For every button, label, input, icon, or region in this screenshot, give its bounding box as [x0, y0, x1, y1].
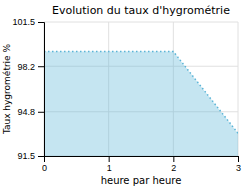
tick-label: 3	[236, 163, 241, 173]
tick: 0	[42, 156, 47, 173]
tick-mark	[38, 156, 44, 157]
tick: 94.8	[17, 107, 44, 117]
line	[44, 51, 238, 133]
tick: 98.2	[17, 62, 44, 72]
axis-domain	[45, 157, 239, 163]
tick-label: 2	[171, 163, 176, 173]
tick-label: 91.5	[17, 151, 35, 161]
tick-label: 101.5	[12, 17, 35, 27]
tick: 3	[236, 156, 241, 173]
plot: 0 1 2 3 91.5 94.8 98.2 101.5	[12, 17, 241, 173]
tick-mark	[238, 156, 239, 162]
tick-mark	[38, 22, 44, 23]
tick-label: 94.8	[17, 107, 35, 117]
grid-line-y	[44, 22, 238, 23]
y-axis: 91.5 94.8 98.2 101.5	[12, 17, 44, 161]
tick: 91.5	[17, 151, 44, 161]
tick-mark	[38, 66, 44, 67]
tick: 101.5	[12, 17, 44, 27]
tick-mark	[173, 156, 174, 162]
tick: 1	[107, 156, 112, 173]
chart: 0 1 2 3 91.5 94.8 98.2 101.5 Evolution du taux d…	[0, 0, 250, 188]
axis-domain	[38, 23, 45, 157]
grid	[44, 22, 238, 156]
x-axis-title: heure par heure	[101, 175, 182, 186]
tick: 2	[171, 156, 176, 173]
x-axis: 0 1 2 3	[42, 156, 241, 173]
tick-label: 0	[42, 163, 47, 173]
marks	[44, 51, 238, 156]
tick-label: 98.2	[17, 62, 35, 72]
title: Evolution du taux d'hygrométrie	[52, 4, 230, 17]
tick-label: 1	[107, 163, 112, 173]
tick-mark	[109, 156, 110, 162]
y-axis-title: Taux hygrométrie %	[2, 43, 12, 135]
area	[44, 51, 238, 156]
tick-mark	[38, 112, 44, 113]
